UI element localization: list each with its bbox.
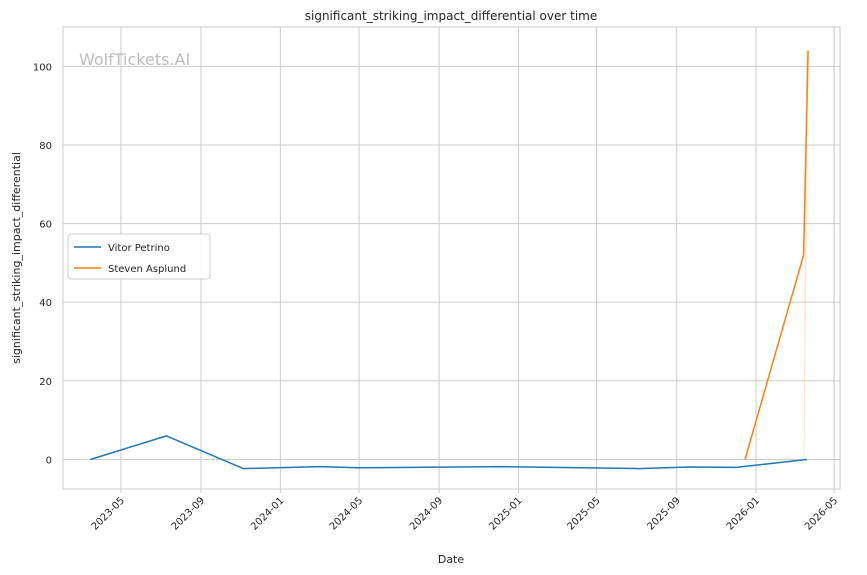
legend-label-steven-asplund: Steven Asplund (108, 264, 186, 275)
y-tick-label: 80 (39, 141, 52, 152)
watermark: WolfTickets.AI (79, 50, 190, 69)
y-tick-label: 40 (39, 298, 52, 309)
y-axis-ticks: 0 20 40 60 80 100 (33, 62, 52, 466)
y-tick-label: 0 (46, 456, 52, 467)
chart-title: significant_striking_impact_differential… (305, 9, 597, 23)
y-axis-label: significant_striking_impact_differential (10, 152, 23, 364)
legend-label-vitor-petrino: Vitor Petrino (108, 243, 170, 254)
x-axis-label: Date (438, 553, 465, 566)
y-tick-label: 20 (39, 377, 52, 388)
confidence-bands (803, 50, 809, 460)
series-line-steven-asplund (744, 50, 809, 460)
legend: Vitor Petrino Steven Asplund (67, 233, 211, 280)
grid-lines (63, 27, 840, 489)
series-lines (90, 50, 809, 470)
confidence-band-steven-asplund (803, 50, 809, 460)
y-tick-label: 60 (39, 220, 52, 231)
legend-box (67, 233, 211, 280)
y-tick-label: 100 (33, 62, 52, 73)
series-line-vitor-petrino (90, 435, 807, 470)
plot-frame (62, 26, 841, 490)
